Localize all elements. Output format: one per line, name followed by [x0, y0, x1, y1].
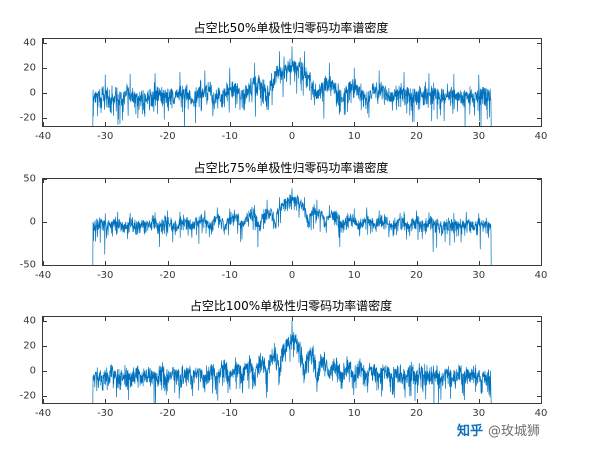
- chart-title: 占空比100%单极性归零码功率谱密度: [189, 299, 393, 313]
- chart-title: 占空比50%单极性归零码功率谱密度: [193, 21, 389, 35]
- x-tick-label: 30: [472, 408, 486, 419]
- x-tick-label: 0: [288, 270, 296, 281]
- y-tick-label: 0: [29, 87, 36, 99]
- zhihu-logo-text: 知乎: [456, 424, 483, 439]
- psd-curve-canvas: [43, 39, 541, 126]
- x-tick-label: 10: [347, 408, 361, 419]
- x-tick-label: -10: [221, 408, 238, 419]
- x-tick-label: -10: [221, 270, 238, 281]
- psd-curve-canvas: [43, 179, 541, 265]
- x-tick-label: 10: [347, 270, 361, 281]
- watermark-username: @玫城狮: [487, 424, 540, 439]
- x-tick-label: 0: [288, 131, 296, 142]
- x-tick-label: 40: [534, 131, 548, 142]
- plot-area: [42, 316, 542, 404]
- y-tick-label: 0: [29, 216, 36, 228]
- chart-title: 占空比75%单极性归零码功率谱密度: [193, 161, 389, 175]
- x-tick-label: -20: [159, 408, 176, 419]
- y-tick-label: -20: [19, 390, 36, 402]
- x-tick-label: -20: [159, 270, 176, 281]
- x-tick-label: 40: [534, 270, 548, 281]
- y-tick-label: -50: [19, 259, 36, 271]
- x-tick-label: 20: [410, 131, 423, 142]
- x-tick-label: 10: [347, 131, 361, 142]
- x-tick-label: -30: [97, 270, 114, 281]
- plot-area: [42, 38, 542, 127]
- watermark: 知乎 @玫城狮: [457, 420, 540, 439]
- y-tick-label: 0: [29, 365, 36, 377]
- plot-area: [42, 178, 542, 266]
- x-tick-label: 20: [410, 408, 423, 419]
- x-tick-label: -40: [34, 408, 52, 419]
- y-tick-label: 40: [23, 315, 36, 327]
- y-tick-label: 50: [23, 173, 36, 185]
- x-tick-label: 30: [472, 270, 486, 281]
- x-tick-label: -40: [34, 270, 52, 281]
- y-tick-label: 20: [23, 340, 36, 352]
- y-tick-label: -20: [19, 112, 36, 124]
- y-tick-label: 20: [23, 62, 36, 74]
- psd-curve-canvas: [43, 317, 541, 403]
- x-tick-label: 30: [472, 131, 486, 142]
- x-tick-label: -20: [159, 131, 176, 142]
- x-tick-label: -30: [97, 131, 114, 142]
- x-tick-label: -40: [34, 131, 52, 142]
- x-tick-label: 0: [288, 408, 296, 419]
- y-tick-label: 40: [23, 37, 36, 49]
- x-tick-label: 20: [410, 270, 423, 281]
- x-tick-label: -30: [97, 408, 114, 419]
- x-tick-label: -10: [221, 131, 238, 142]
- x-tick-label: 40: [534, 408, 548, 419]
